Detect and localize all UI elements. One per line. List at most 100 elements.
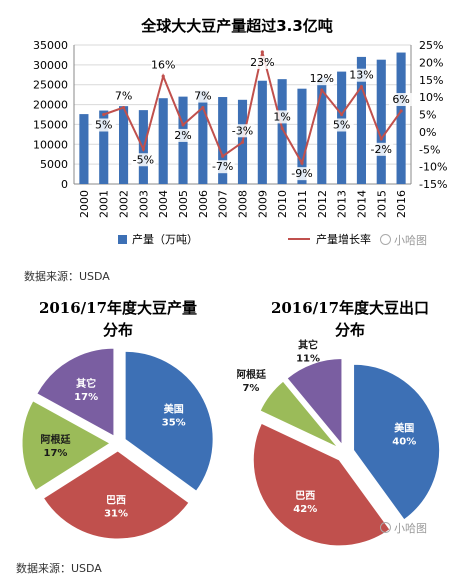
x-tick-label: 2013 xyxy=(336,190,349,218)
source-note: 数据来源：USDA xyxy=(24,270,110,283)
right-tick-label: 0% xyxy=(419,126,436,139)
data-label: 5% xyxy=(333,119,350,132)
growth-point xyxy=(399,109,403,113)
x-tick-label: 2000 xyxy=(78,190,91,218)
data-label: -2% xyxy=(371,143,392,156)
right-tick-label: 5% xyxy=(419,109,436,122)
growth-point xyxy=(379,137,383,141)
pie-slice xyxy=(259,380,339,448)
data-label-bg xyxy=(151,58,176,72)
right-tick-label: 20% xyxy=(419,56,443,69)
x-tick-label: 2009 xyxy=(256,190,269,218)
growth-point xyxy=(300,161,304,165)
x-tick-label: 2005 xyxy=(177,190,190,218)
left-tick-label: 25000 xyxy=(33,79,68,92)
data-label-bg xyxy=(171,128,196,142)
data-label: -5% xyxy=(133,153,154,166)
data-label: 7% xyxy=(194,90,211,103)
pie-title: 分布 xyxy=(335,321,365,339)
growth-point xyxy=(102,112,106,117)
slice-label: 阿根廷 xyxy=(40,433,71,446)
growth-point xyxy=(340,112,344,117)
pie-slice xyxy=(124,350,214,492)
legend-label-growth: 产量增长率 xyxy=(316,232,371,246)
bar xyxy=(198,90,208,184)
data-label-bg xyxy=(210,160,235,174)
x-tick-label: 2011 xyxy=(296,190,309,218)
x-tick-label: 2007 xyxy=(217,190,230,218)
data-label-bg xyxy=(349,68,374,82)
data-label-bg xyxy=(309,72,334,86)
pie-slice xyxy=(42,450,190,540)
x-tick-label: 2008 xyxy=(237,190,250,218)
x-tick-label: 2010 xyxy=(276,190,289,218)
slice-pct: 35% xyxy=(162,418,186,429)
x-tick-label: 2014 xyxy=(355,190,368,218)
source-note-bottom: 数据来源：USDA xyxy=(16,562,102,575)
right-tick-label: -15% xyxy=(419,178,447,191)
slice-pct: 7% xyxy=(242,383,259,394)
legend-label-production: 产量（万吨） xyxy=(132,232,198,246)
data-label-bg xyxy=(111,89,136,103)
data-label: 1% xyxy=(273,110,290,123)
watermark-bottom: 小哈图 xyxy=(380,520,427,536)
x-tick-label: 2015 xyxy=(375,190,388,218)
data-label: 23% xyxy=(250,56,274,69)
pie-slice xyxy=(353,363,440,521)
x-tick-label: 2006 xyxy=(197,190,210,218)
pie-slice xyxy=(36,347,115,437)
x-tick-label: 2002 xyxy=(118,190,131,218)
slice-pct: 17% xyxy=(44,448,68,459)
data-label-bg xyxy=(91,118,116,132)
slice-pct: 17% xyxy=(74,392,98,403)
data-label: 7% xyxy=(115,90,132,103)
pie-title: 2016/17年度大豆出口 xyxy=(271,299,429,317)
right-tick-label: 10% xyxy=(419,91,443,104)
data-label: 2% xyxy=(174,129,191,142)
growth-point xyxy=(181,123,185,127)
data-label: -9% xyxy=(291,167,312,180)
watermark: 小哈图 xyxy=(380,232,427,248)
pie-title: 2016/17年度大豆产量 xyxy=(39,299,197,317)
growth-point xyxy=(359,85,364,89)
bar xyxy=(376,59,386,184)
slice-label: 巴西 xyxy=(295,490,315,502)
growth-point xyxy=(260,50,264,54)
slice-label: 其它 xyxy=(298,338,318,351)
right-tick-label: 15% xyxy=(419,74,443,87)
data-label: 13% xyxy=(349,69,373,82)
data-label-bg xyxy=(329,118,354,132)
data-label: 16% xyxy=(151,58,175,71)
x-tick-label: 2012 xyxy=(316,190,329,218)
pie-title: 分布 xyxy=(103,321,133,339)
left-tick-label: 10000 xyxy=(33,138,68,151)
watermark-text-bottom: 小哈图 xyxy=(394,522,427,535)
data-label-bg xyxy=(190,89,215,103)
slice-pct: 31% xyxy=(104,509,128,520)
x-tick-label: 2001 xyxy=(98,190,111,218)
data-label-bg xyxy=(270,110,295,124)
production-combo-chart: 全球大大豆产量超过3.3亿吨 0 5000 10000 15000 20000 25000 3… xyxy=(33,17,447,246)
bar xyxy=(257,80,267,184)
chart-title: 全球大大豆产量超过3.3亿吨 xyxy=(140,17,333,35)
bar xyxy=(297,88,307,184)
bar xyxy=(356,56,367,184)
left-tick-label: 20000 xyxy=(33,99,68,112)
slice-label: 巴西 xyxy=(106,495,126,507)
bar xyxy=(218,97,228,184)
bar xyxy=(317,77,327,184)
left-tick-label: 35000 xyxy=(33,39,68,52)
data-label: -7% xyxy=(212,160,233,173)
growth-line xyxy=(103,51,402,166)
slice-label: 阿根廷 xyxy=(237,368,267,381)
growth-point xyxy=(201,105,205,110)
right-tick-label: 25% xyxy=(419,39,443,52)
x-tick-label: 2003 xyxy=(137,190,150,218)
watermark-icon-bottom xyxy=(380,522,391,533)
left-tick-label: 5000 xyxy=(40,158,68,171)
bar xyxy=(118,106,129,184)
left-tick-label: 15000 xyxy=(33,118,68,131)
slice-label: 美国 xyxy=(394,422,414,435)
slice-pct: 42% xyxy=(293,504,317,515)
